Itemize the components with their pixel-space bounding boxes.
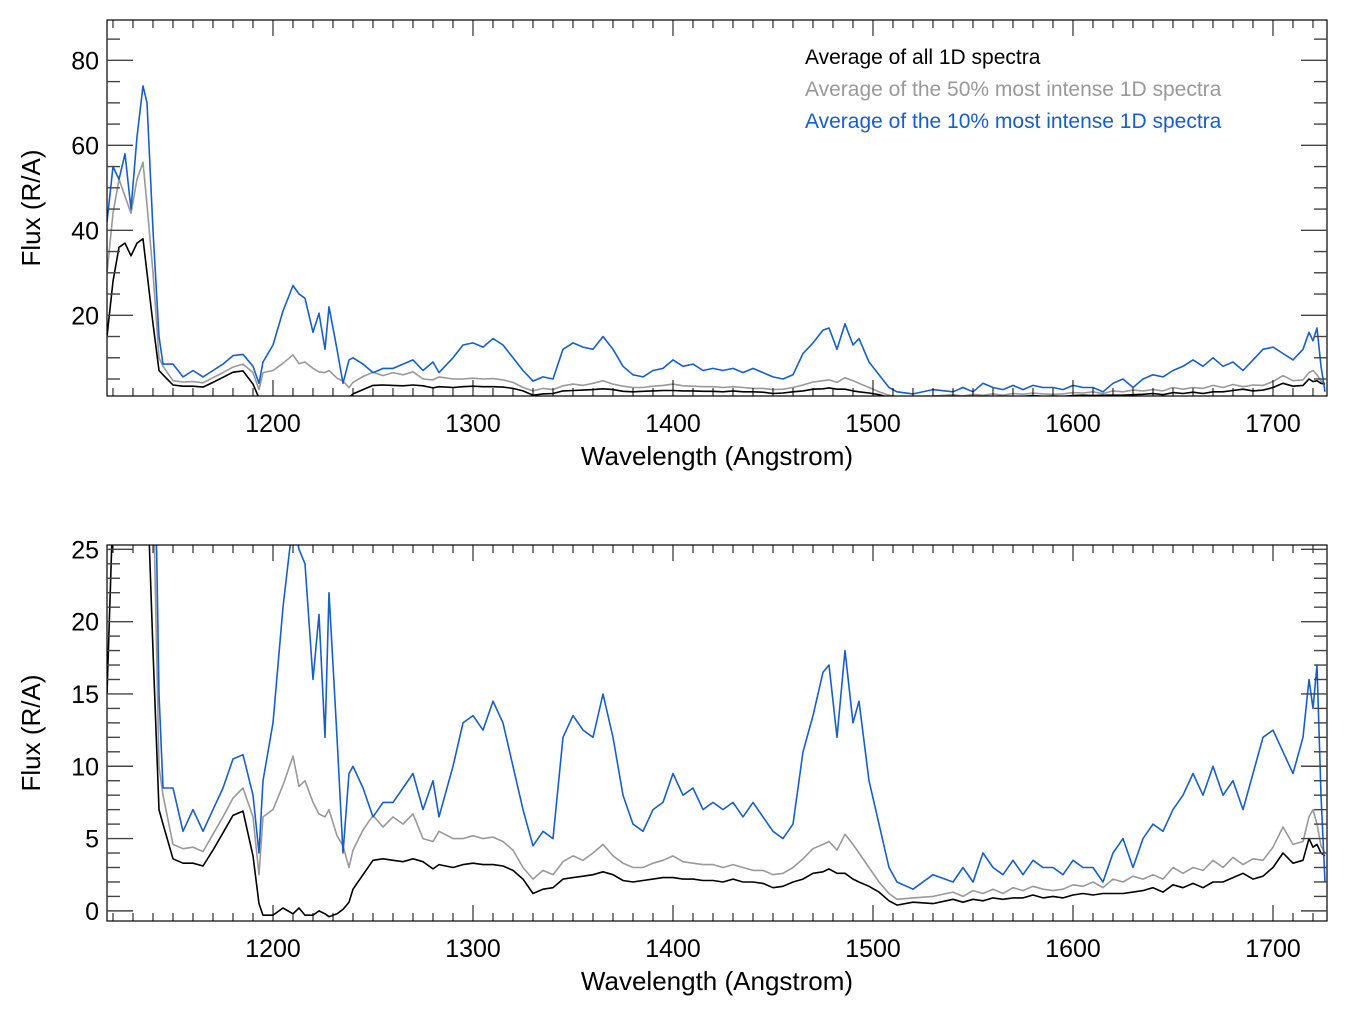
top-y-tick-label: 80 [71,47,99,75]
top-x-tick-label: 1500 [845,410,901,438]
top-axis-ticks [107,20,1327,396]
top-x-axis-title: Wavelength (Angstrom) [581,441,853,471]
bottom-x-axis-title: Wavelength (Angstrom) [581,966,853,996]
top-y-tick-label: 60 [71,132,99,160]
bottom-y-axis-title: Flux (R/A) [16,675,46,792]
top-y-axis-title: Flux (R/A) [16,150,46,267]
top-plot-frame [106,19,1328,397]
top-series-line-2 [107,85,1326,395]
bottom-x-tick-label: 1400 [645,935,701,963]
bottom-axis-ticks [107,545,1327,921]
bottom-y-tick-label: 10 [71,753,99,781]
bottom-plot-frame [106,544,1328,922]
top-series-lines [107,85,1326,396]
bottom-series-line-0 [107,545,1326,918]
bottom-y-tick-label: 5 [85,826,99,854]
bottom-series-line-1 [153,545,1326,901]
top-x-tick-label: 1400 [645,410,701,438]
bottom-x-tick-labels: 1200 1300 1400 1500 1600 1700 [245,935,1301,963]
bottom-panel: 1200 1300 1400 1500 1600 1700 0 5 10 15 20 25 Wave… [16,536,1328,996]
legend-entry-10pct: Average of the 10% most intense 1D spect… [805,110,1222,133]
bottom-y-tick-label: 20 [71,609,99,637]
top-series-line-0 [107,238,1326,396]
bottom-x-tick-label: 1300 [445,935,501,963]
top-x-tick-label: 1200 [245,410,301,438]
bottom-x-tick-label: 1500 [845,935,901,963]
top-y-tick-label: 40 [71,217,99,245]
legend-entry-all: Average of all 1D spectra [805,46,1041,69]
top-y-tick-labels: 20 40 60 80 [71,47,99,330]
bottom-y-tick-labels: 0 5 10 15 20 25 [71,536,99,926]
legend-entry-50pct: Average of the 50% most intense 1D spect… [805,78,1222,101]
top-x-tick-labels: 1200 1300 1400 1500 1600 1700 [245,410,1301,438]
top-x-tick-label: 1700 [1245,410,1301,438]
legend: Average of all 1D spectra Average of the… [805,46,1222,133]
top-x-tick-label: 1300 [445,410,501,438]
bottom-x-tick-label: 1700 [1245,935,1301,963]
bottom-y-tick-label: 0 [85,898,99,926]
bottom-y-tick-label: 25 [71,536,99,564]
top-panel: 1200 1300 1400 1500 1600 1700 20 40 60 80 Wavele… [16,19,1328,471]
top-series-line-1 [107,161,1326,396]
bottom-series-lines [107,545,1326,918]
bottom-x-tick-label: 1200 [245,935,301,963]
top-y-tick-label: 20 [71,302,99,330]
bottom-x-tick-label: 1600 [1045,935,1101,963]
bottom-series-line-2 [155,545,1326,891]
top-x-tick-label: 1600 [1045,410,1101,438]
bottom-y-tick-label: 15 [71,681,99,709]
